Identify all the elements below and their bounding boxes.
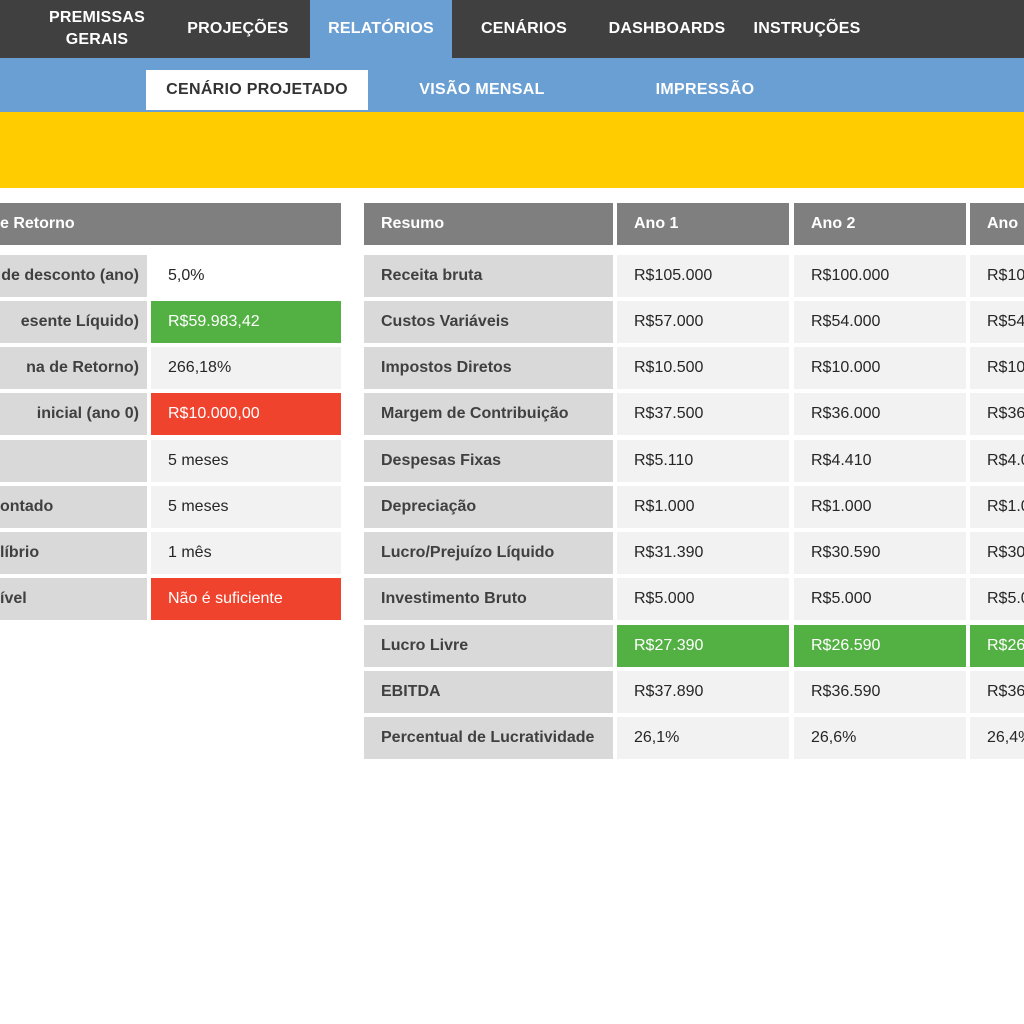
resumo-cell: R$26	[970, 625, 1024, 667]
ano-3-header: Ano	[970, 203, 1024, 245]
retorno-row-value: 266,18%	[151, 347, 341, 389]
resumo-cell: 26,1%	[617, 717, 789, 759]
resumo-cell: 26,6%	[794, 717, 966, 759]
nav-projecoes[interactable]: PROJEÇÕES	[187, 20, 289, 37]
resumo-cell: R$5.000	[617, 578, 789, 620]
retorno-row-value: R$10.000,00	[151, 393, 341, 435]
resumo-cell: R$54	[970, 301, 1024, 343]
resumo-row-label: Impostos Diretos	[364, 347, 613, 389]
resumo-cell: R$26.590	[794, 625, 966, 667]
resumo-cell: R$5.110	[617, 440, 789, 482]
retorno-row-label: esente Líquido)	[0, 301, 147, 343]
retorno-row-label: de desconto (ano)	[0, 255, 147, 297]
resumo-cell: R$30	[970, 532, 1024, 574]
retorno-row-label: na de Retorno)	[0, 347, 147, 389]
tab-visao-mensal[interactable]: VISÃO MENSAL	[419, 81, 545, 98]
yellow-banner	[0, 112, 1024, 188]
resumo-cell: R$31.390	[617, 532, 789, 574]
retorno-row-label: ível	[0, 578, 147, 620]
retorno-row-label: inicial (ano 0)	[0, 393, 147, 435]
retorno-row-value: 5 meses	[151, 486, 341, 528]
nav-cenarios[interactable]: CENÁRIOS	[480, 20, 568, 37]
resumo-cell: R$36	[970, 671, 1024, 713]
resumo-cell: R$36	[970, 393, 1024, 435]
resumo-row-label: Receita bruta	[364, 255, 613, 297]
resumo-cell: R$4.0	[970, 440, 1024, 482]
resumo-cell: 26,4%	[970, 717, 1024, 759]
retorno-row-value: 5,0%	[151, 255, 341, 297]
retorno-table-header: e Retorno	[0, 203, 341, 245]
nav-dashboards[interactable]: DASHBOARDS	[608, 20, 726, 37]
resumo-cell: R$57.000	[617, 301, 789, 343]
sub-nav: CENÁRIO PROJETADO VISÃO MENSAL IMPRESSÃO	[0, 58, 1024, 112]
resumo-row-label: Despesas Fixas	[364, 440, 613, 482]
resumo-cell: R$105.000	[617, 255, 789, 297]
resumo-cell: R$1.0	[970, 486, 1024, 528]
resumo-row-label: EBITDA	[364, 671, 613, 713]
resumo-cell: R$10	[970, 347, 1024, 389]
nav-relatorios[interactable]: RELATÓRIOS	[310, 0, 452, 58]
resumo-cell: R$1.000	[794, 486, 966, 528]
retorno-row-value: 1 mês	[151, 532, 341, 574]
resumo-cell: R$5.0	[970, 578, 1024, 620]
resumo-header: Resumo	[364, 203, 613, 245]
ano-1-header: Ano 1	[617, 203, 789, 245]
resumo-cell: R$30.590	[794, 532, 966, 574]
resumo-cell: R$27.390	[617, 625, 789, 667]
retorno-row-value: R$59.983,42	[151, 301, 341, 343]
resumo-row-label: Percentual de Lucratividade	[364, 717, 613, 759]
retorno-row-label	[0, 440, 147, 482]
resumo-cell: R$37.890	[617, 671, 789, 713]
resumo-cell: R$100.000	[794, 255, 966, 297]
resumo-cell: R$54.000	[794, 301, 966, 343]
resumo-row-label: Custos Variáveis	[364, 301, 613, 343]
nav-instrucoes[interactable]: INSTRUÇÕES	[753, 20, 861, 37]
resumo-cell: R$36.000	[794, 393, 966, 435]
retorno-row-value: 5 meses	[151, 440, 341, 482]
resumo-row-label: Depreciação	[364, 486, 613, 528]
resumo-cell: R$10.500	[617, 347, 789, 389]
ano-2-header: Ano 2	[794, 203, 966, 245]
resumo-cell: R$36.590	[794, 671, 966, 713]
retorno-row-label: ontado	[0, 486, 147, 528]
resumo-cell: R$1.000	[617, 486, 789, 528]
resumo-cell: R$10.000	[794, 347, 966, 389]
tab-impressao[interactable]: IMPRESSÃO	[655, 81, 755, 98]
resumo-cell: R$5.000	[794, 578, 966, 620]
nav-premissas-gerais[interactable]: PREMISSAS GERAIS	[48, 9, 146, 48]
tab-cenario-projetado[interactable]: CENÁRIO PROJETADO	[146, 70, 368, 110]
resumo-cell: R$10	[970, 255, 1024, 297]
retorno-row-value: Não é suficiente	[151, 578, 341, 620]
retorno-row-label: líbrio	[0, 532, 147, 574]
top-nav: PREMISSAS GERAIS PROJEÇÕES RELATÓRIOS CE…	[0, 0, 1024, 58]
resumo-row-label: Lucro/Prejuízo Líquido	[364, 532, 613, 574]
resumo-cell: R$37.500	[617, 393, 789, 435]
resumo-row-label: Lucro Livre	[364, 625, 613, 667]
resumo-row-label: Margem de Contribuição	[364, 393, 613, 435]
resumo-row-label: Investimento Bruto	[364, 578, 613, 620]
resumo-cell: R$4.410	[794, 440, 966, 482]
